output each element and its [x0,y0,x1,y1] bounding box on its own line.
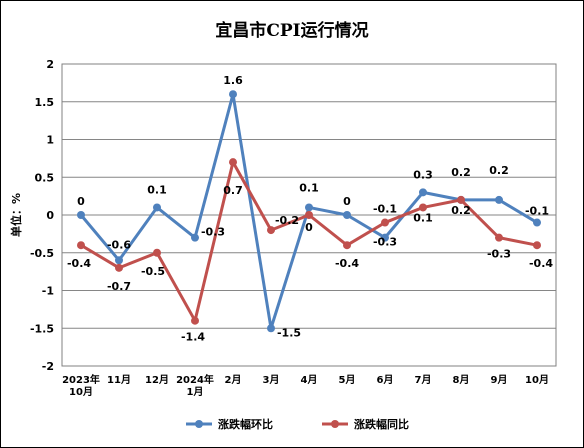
x-tick-label: 12月 [145,374,169,386]
data-label: 0.3 [413,168,433,181]
legend-label: 涨跌幅环比 [218,417,273,431]
data-point [495,195,503,204]
legend-marker [195,420,203,428]
x-tick-label: 2月 [225,374,242,386]
data-point [153,248,161,257]
data-point [267,324,275,333]
data-point [77,241,85,250]
data-label: -0.1 [525,205,549,218]
data-label: 1.6 [223,74,243,87]
x-tick-label: 7月 [415,374,432,386]
data-label: -0.3 [487,248,511,261]
data-label: -1.5 [277,326,301,339]
data-point [533,218,541,227]
y-tick-label: 0.5 [35,171,55,184]
x-tick-label: 9月 [491,374,508,386]
x-tick-label: 4月 [301,374,318,386]
y-axis-ticks: 2 1.5 1 0.5 0 -0.5 -1 -1.5 -2 [30,58,54,373]
data-point [343,211,351,219]
y-tick-label: 1.5 [35,96,55,109]
y-tick-label: -2 [42,360,54,373]
legend-marker [331,420,339,428]
data-point [191,233,199,242]
data-point [305,203,313,212]
data-point [267,226,275,235]
data-label: 0.7 [223,184,243,197]
data-label: 0.1 [299,181,319,194]
data-label: 0.1 [413,211,433,224]
data-point [457,195,465,204]
data-point [115,263,123,272]
data-point [495,233,503,242]
data-point [381,233,389,242]
y-axis-label: 单位：% [9,193,23,237]
x-tick-label: 2023年 10月 [62,373,100,398]
plot-area [61,63,557,367]
x-tick-label: 6月 [377,374,394,386]
y-tick-label: 2 [46,58,54,71]
data-label: 0.2 [451,166,471,179]
data-point [305,211,313,219]
y-tick-label: 0 [46,209,54,222]
data-label: 0 [343,195,351,208]
x-tick-label: 3月 [263,374,280,386]
data-point [191,316,199,325]
data-point [77,211,85,219]
data-label: -0.1 [373,203,397,216]
data-labels: 0 -0.6 0.1 -0.3 1.6 -1.5 0.1 0 -0.3 0.3 0.2 0.2 -0.1… [67,74,553,344]
data-label: -0.3 [201,226,225,239]
chart-title: 宜昌市CPI运行情况 [215,20,368,41]
data-label: -0.4 [335,257,359,270]
data-point [115,256,123,265]
data-point [381,218,389,227]
data-label: 0.2 [489,164,509,177]
legend: 涨跌幅环比 涨跌幅同比 [186,417,409,431]
x-tick-label: 8月 [453,374,470,386]
x-tick-label: 2024年 1月 [176,373,214,398]
data-label: -1.4 [181,331,205,344]
data-label: -0.7 [107,280,131,293]
data-label: -0.4 [67,257,91,270]
x-axis-ticks: 2023年 10月 11月 12月 2024年 1月 2月 3月 4月 5月 6月 7月 8月 9月 10月 [62,373,549,398]
data-point [419,188,427,197]
data-label: 0.1 [147,183,167,196]
data-point [419,203,427,212]
data-label: 0 [305,221,313,234]
data-point [533,241,541,250]
x-tick-label: 10月 [525,374,549,386]
data-label: -0.6 [107,238,131,251]
x-tick-label: 5月 [339,374,356,386]
legend-label: 涨跌幅同比 [354,417,409,431]
x-tick-label: 11月 [107,374,131,386]
data-point [153,203,161,212]
data-label: -0.5 [141,265,165,278]
data-point [229,158,237,167]
data-label: -0.2 [275,214,299,227]
data-label: 0 [77,195,85,208]
y-tick-label: -1 [42,285,54,298]
data-label: -0.4 [529,257,553,270]
y-tick-label: -1.5 [30,322,54,335]
y-tick-label: 1 [46,134,54,147]
data-label: -0.3 [373,236,397,249]
data-point [343,241,351,250]
y-tick-label: -0.5 [30,247,54,260]
series-group [77,90,541,333]
data-label: 0.2 [451,204,471,217]
data-point [229,90,237,99]
